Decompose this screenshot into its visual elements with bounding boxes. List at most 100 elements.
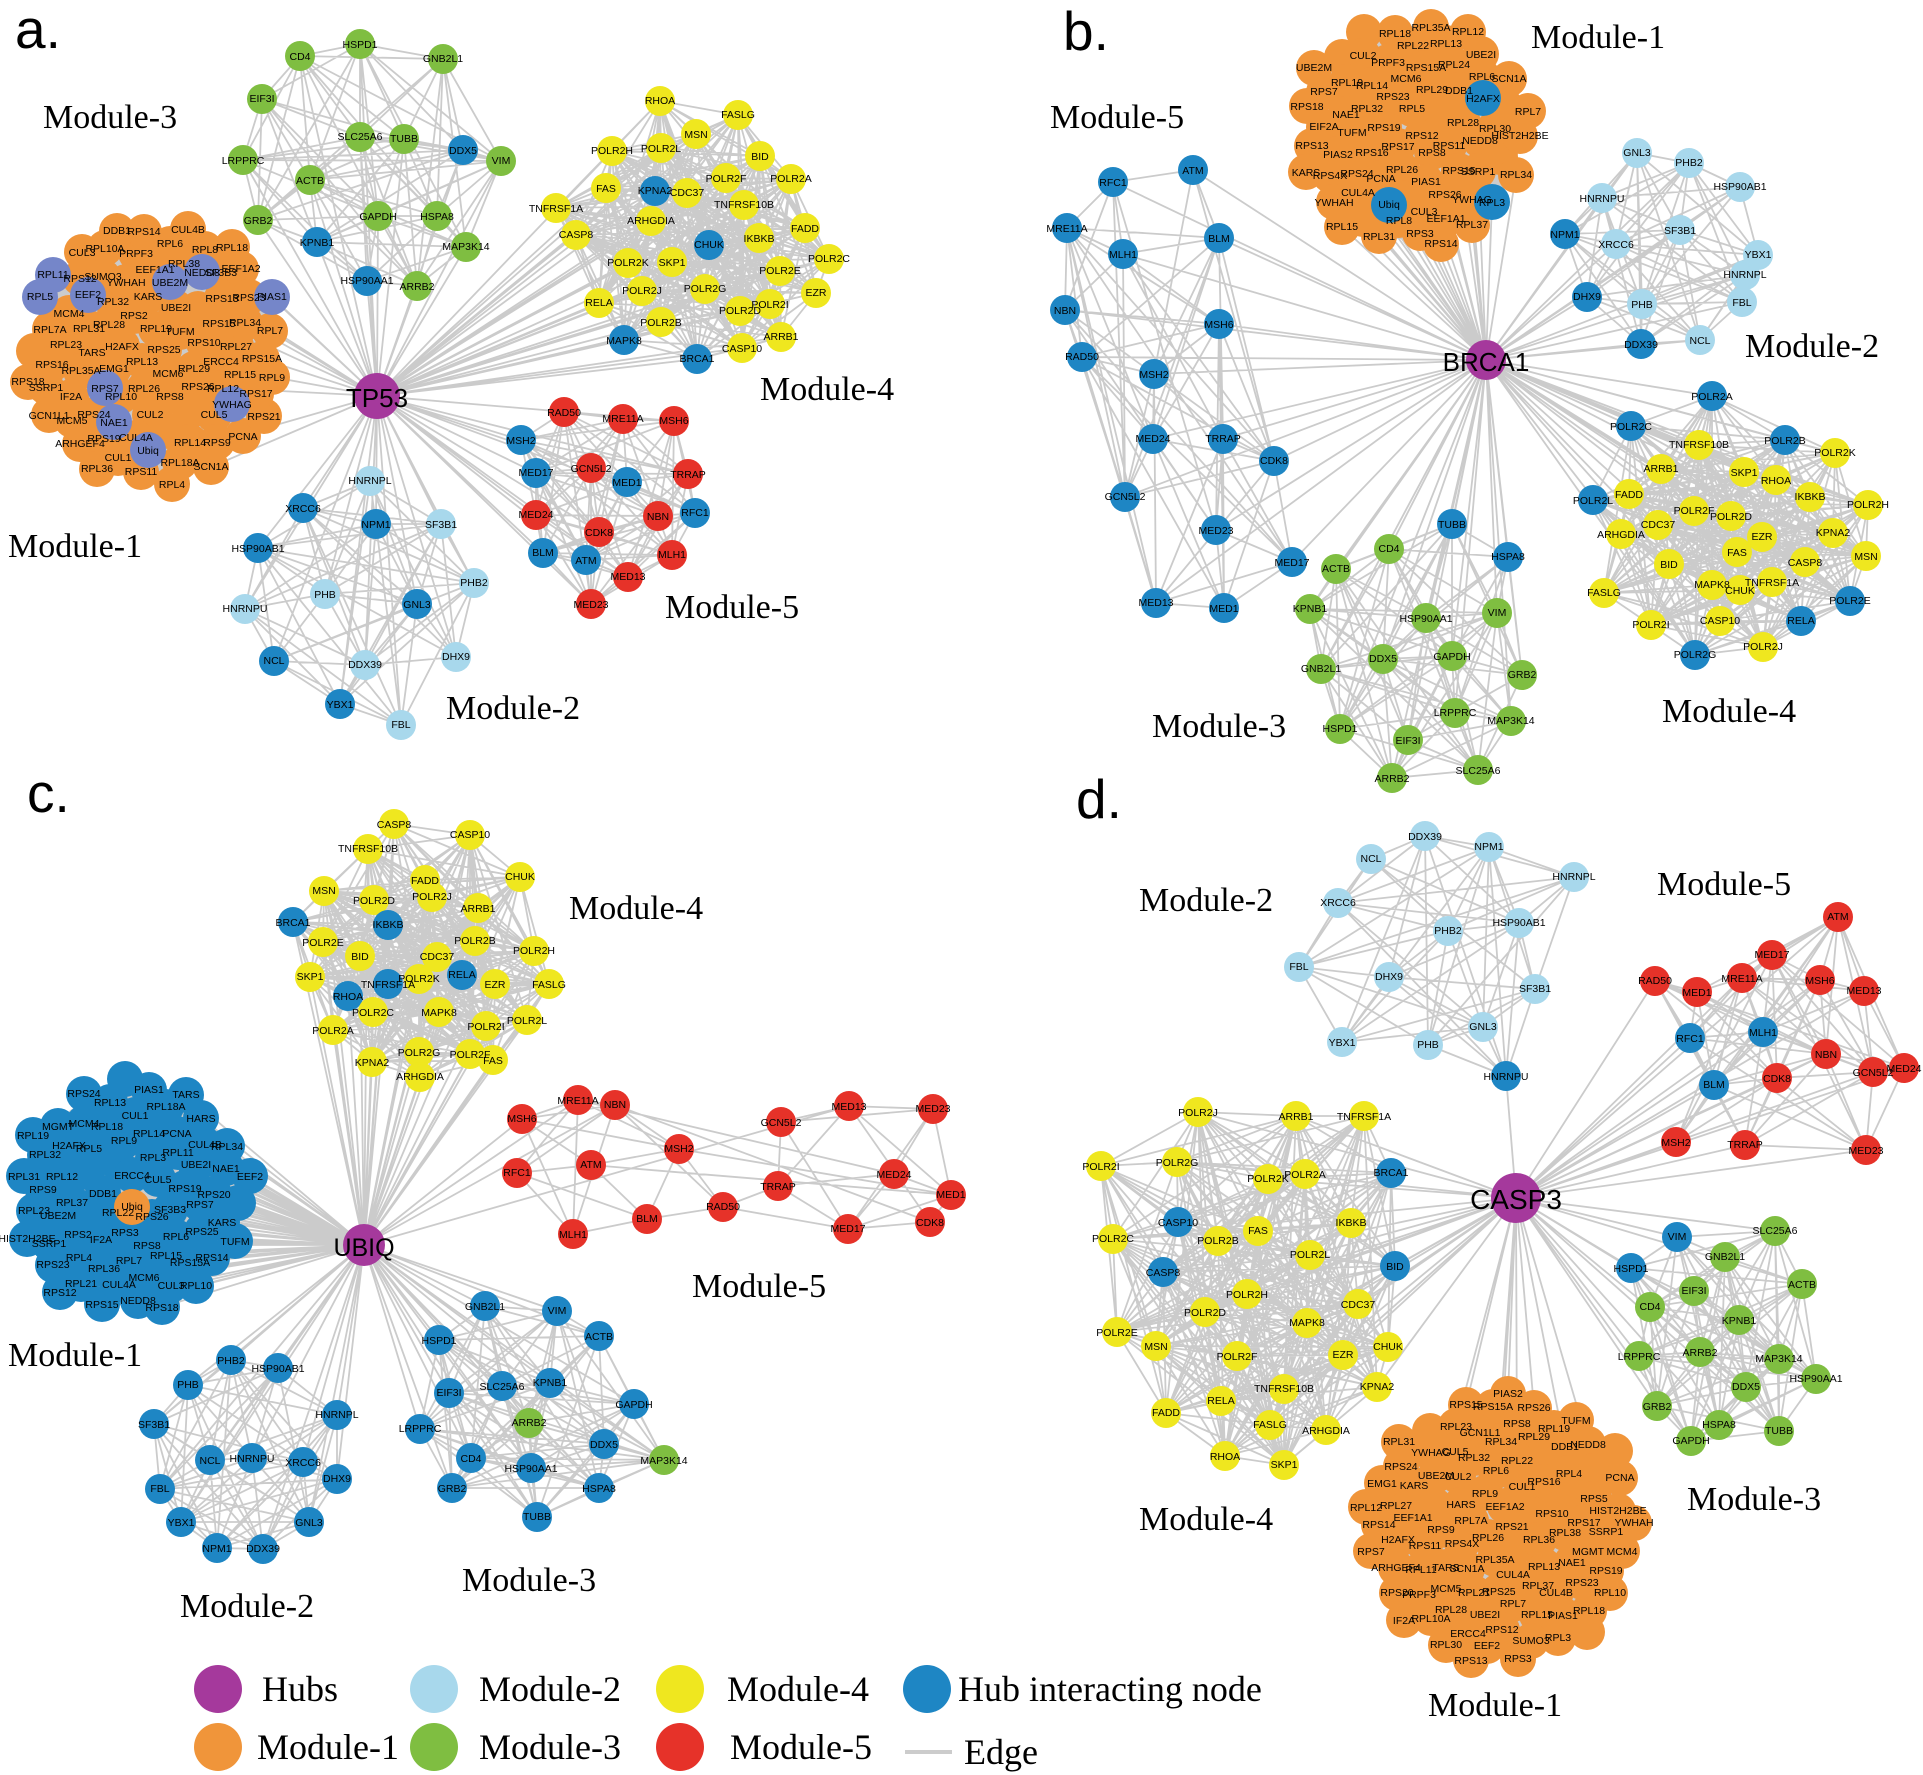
svg-text:TNFRSF1A: TNFRSF1A — [361, 979, 415, 991]
svg-text:GAPDH: GAPDH — [1433, 651, 1470, 663]
svg-text:POLR2L: POLR2L — [1573, 495, 1613, 507]
svg-text:ATM: ATM — [580, 1159, 601, 1171]
svg-text:RPL35A: RPL35A — [61, 365, 100, 377]
svg-text:ACTB: ACTB — [296, 175, 324, 187]
svg-text:RPS7: RPS7 — [1310, 86, 1338, 98]
svg-text:FBL: FBL — [1289, 961, 1308, 973]
svg-text:MED24: MED24 — [518, 509, 553, 521]
svg-text:RPL10A: RPL10A — [1411, 1613, 1450, 1625]
svg-text:SF3B1: SF3B1 — [425, 519, 457, 531]
svg-text:CD4: CD4 — [1378, 543, 1399, 555]
svg-text:CASP8: CASP8 — [1146, 1267, 1181, 1279]
svg-text:ARRB1: ARRB1 — [460, 903, 495, 915]
svg-text:MSN: MSN — [1144, 1341, 1167, 1353]
svg-text:UBE2I: UBE2I — [1466, 49, 1496, 61]
svg-text:ATM: ATM — [1827, 911, 1848, 923]
svg-text:RPL8: RPL8 — [1386, 215, 1412, 227]
svg-text:ACTB: ACTB — [1788, 1279, 1816, 1291]
svg-text:DDX5: DDX5 — [449, 145, 477, 157]
svg-text:RPS8: RPS8 — [1418, 147, 1446, 159]
svg-text:RPS4X: RPS4X — [1313, 170, 1347, 182]
svg-text:NAE1: NAE1 — [1332, 109, 1360, 121]
svg-text:RPS13: RPS13 — [1454, 1655, 1487, 1667]
svg-text:CDC37: CDC37 — [1641, 519, 1676, 531]
svg-text:RAD50: RAD50 — [1638, 975, 1672, 987]
svg-text:MRE11A: MRE11A — [1721, 973, 1762, 985]
svg-text:BLM: BLM — [532, 547, 554, 559]
svg-text:POLR2C: POLR2C — [1610, 421, 1652, 433]
svg-text:Module-5: Module-5 — [665, 589, 799, 626]
svg-text:Ubiq: Ubiq — [1378, 199, 1400, 211]
svg-text:RPL11: RPL11 — [162, 1147, 193, 1159]
svg-text:POLR2F: POLR2F — [450, 1049, 491, 1061]
svg-text:NPM1: NPM1 — [361, 519, 390, 531]
svg-text:RPL15: RPL15 — [1521, 1609, 1553, 1621]
svg-text:RPL10: RPL10 — [105, 391, 137, 403]
svg-text:PHB2: PHB2 — [217, 1355, 245, 1367]
svg-text:KPNB1: KPNB1 — [300, 237, 335, 249]
svg-text:FASLG: FASLG — [721, 109, 755, 121]
svg-text:PRPF3: PRPF3 — [1402, 1589, 1436, 1601]
svg-text:IKBKB: IKBKB — [1336, 1217, 1367, 1229]
svg-text:BRCA1: BRCA1 — [275, 917, 310, 929]
svg-text:MSH2: MSH2 — [664, 1143, 693, 1155]
svg-text:EEF2: EEF2 — [237, 1171, 263, 1183]
svg-text:SKP1: SKP1 — [1731, 467, 1758, 479]
svg-text:HNRNPU: HNRNPU — [223, 603, 268, 615]
svg-text:BID: BID — [1386, 1261, 1404, 1273]
svg-text:YBX1: YBX1 — [1329, 1037, 1356, 1049]
svg-text:XRCC6: XRCC6 — [1598, 239, 1634, 251]
svg-text:POLR2A: POLR2A — [1691, 391, 1732, 403]
svg-text:HNRNPL: HNRNPL — [348, 475, 391, 487]
svg-text:NBN: NBN — [1815, 1049, 1837, 1061]
svg-text:ARHGDIA: ARHGDIA — [627, 215, 675, 227]
svg-text:RPL3: RPL3 — [140, 1152, 166, 1164]
svg-text:MCM5: MCM5 — [1431, 1583, 1462, 1595]
svg-text:MGMT: MGMT — [42, 1121, 75, 1133]
svg-text:RPL36: RPL36 — [81, 463, 113, 475]
svg-text:EIF3I: EIF3I — [1395, 735, 1420, 747]
svg-text:NAE1: NAE1 — [1558, 1557, 1586, 1569]
svg-text:RPL3: RPL3 — [1479, 197, 1505, 209]
svg-text:RPS19: RPS19 — [1367, 122, 1400, 134]
svg-text:FBL: FBL — [391, 719, 410, 731]
svg-text:SF3B1: SF3B1 — [1664, 225, 1696, 237]
svg-text:SF3B3: SF3B3 — [205, 267, 237, 279]
svg-text:MED17: MED17 — [1274, 557, 1309, 569]
svg-text:CUL3: CUL3 — [158, 1280, 185, 1292]
svg-text:VIM: VIM — [1668, 1231, 1687, 1243]
svg-text:RPL29: RPL29 — [1416, 84, 1448, 96]
svg-text:RFC1: RFC1 — [681, 507, 709, 519]
svg-text:RPL31: RPL31 — [1363, 231, 1395, 243]
svg-text:ACTB: ACTB — [585, 1331, 613, 1343]
svg-text:RPL18A: RPL18A — [160, 457, 199, 469]
svg-text:RPL14: RPL14 — [174, 437, 206, 449]
svg-text:EIF3I: EIF3I — [249, 93, 274, 105]
svg-text:YBX1: YBX1 — [168, 1517, 195, 1529]
svg-text:POLR2K: POLR2K — [607, 257, 648, 269]
svg-text:SF3B1: SF3B1 — [1519, 983, 1551, 995]
svg-text:Module-5: Module-5 — [692, 1268, 826, 1305]
svg-text:GNB2L1: GNB2L1 — [1705, 1251, 1745, 1263]
svg-text:b.: b. — [1063, 0, 1109, 62]
svg-text:EZR: EZR — [485, 979, 506, 991]
svg-text:RPS20: RPS20 — [197, 1189, 230, 1201]
svg-text:HSP90AB1: HSP90AB1 — [231, 543, 284, 555]
svg-text:MED13: MED13 — [1138, 597, 1173, 609]
svg-text:GCN5L2: GCN5L2 — [1105, 491, 1146, 503]
svg-text:RPS7: RPS7 — [91, 383, 119, 395]
svg-text:GNL3: GNL3 — [403, 599, 431, 611]
svg-text:HNRNPL: HNRNPL — [1723, 269, 1766, 281]
svg-text:RPS14: RPS14 — [195, 1252, 228, 1264]
svg-text:FBL: FBL — [1732, 297, 1751, 309]
svg-text:RPS15A: RPS15A — [1473, 1401, 1513, 1413]
svg-text:FAS: FAS — [483, 1055, 503, 1067]
svg-text:RPS15A: RPS15A — [1406, 62, 1446, 74]
svg-text:Ubiq: Ubiq — [137, 445, 159, 457]
svg-text:POLR2K: POLR2K — [1814, 447, 1855, 459]
svg-text:MED17: MED17 — [1754, 949, 1789, 961]
svg-text:RPS3: RPS3 — [111, 1227, 139, 1239]
svg-text:PHB2: PHB2 — [460, 577, 488, 589]
svg-text:NPM1: NPM1 — [202, 1543, 231, 1555]
svg-text:MED24: MED24 — [1886, 1063, 1921, 1075]
